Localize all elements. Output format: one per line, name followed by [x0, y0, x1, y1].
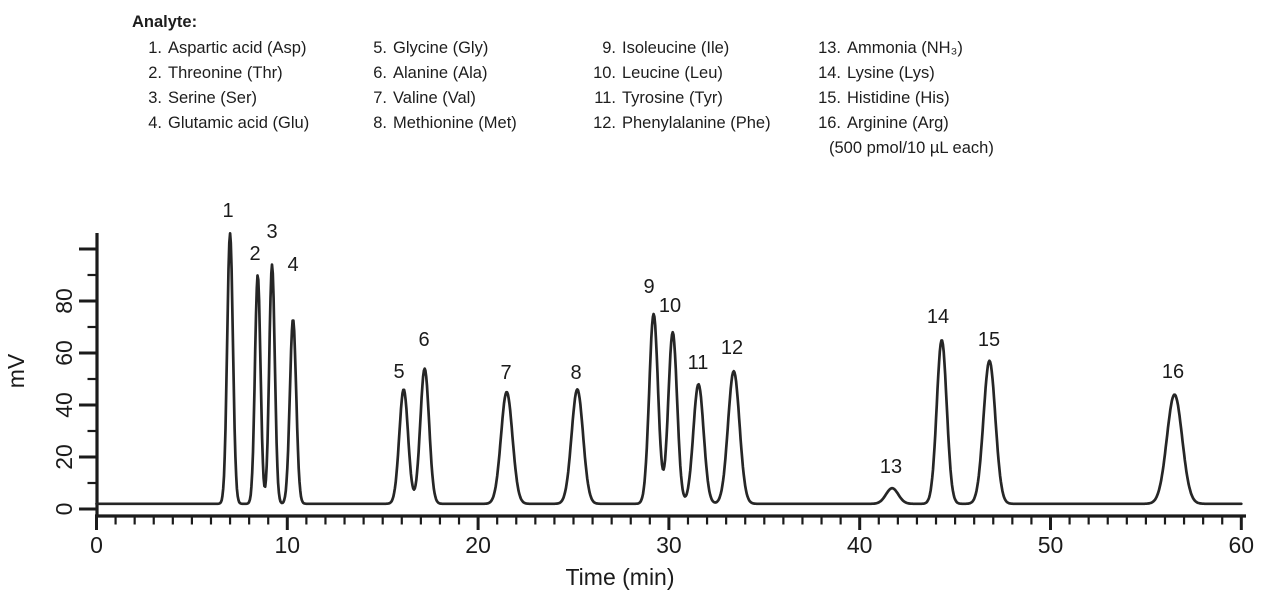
- legend-item-name: Serine (Ser): [168, 89, 257, 107]
- legend-item: 13. Ammonia (NH₃): [813, 36, 994, 61]
- legend-item-name: Valine (Val): [393, 89, 476, 107]
- legend-item-number: 5.: [373, 39, 387, 57]
- y-axis-tick-label: 40: [51, 392, 77, 418]
- legend-column: 5. Glycine (Gly) 6. Alanine (Ala) 7. Valine (…: [359, 36, 517, 136]
- peak-label: 7: [500, 362, 511, 384]
- legend-item-number: 8.: [373, 114, 387, 132]
- legend-item-number: 13.: [818, 39, 841, 57]
- legend-item: 1. Aspartic acid (Asp): [134, 36, 309, 61]
- legend-item: 12. Phenylalanine (Phe): [588, 111, 771, 136]
- legend-column: 1. Aspartic acid (Asp) 2. Threonine (Thr) 3.…: [134, 36, 309, 136]
- legend-item-number: 14.: [818, 64, 841, 82]
- peak-label: 11: [688, 352, 709, 374]
- chromatogram-trace: [95, 232, 1243, 506]
- peak-label: 10: [659, 295, 681, 317]
- legend-item: 7. Valine (Val): [359, 86, 517, 111]
- legend-item-number: 10.: [593, 64, 616, 82]
- legend-item-number: 3.: [148, 89, 162, 107]
- legend-item-name: Glutamic acid (Glu): [168, 114, 310, 132]
- y-axis-tick-label: 0: [51, 503, 77, 516]
- legend-item: 2. Threonine (Thr): [134, 61, 309, 86]
- legend-item: 15. Histidine (His): [813, 86, 994, 111]
- legend-column: 13. Ammonia (NH₃) 14. Lysine (Lys) 15. Histid…: [813, 36, 994, 161]
- legend-column: 9. Isoleucine (Ile) 10. Leucine (Leu) 11. Tyr…: [588, 36, 771, 136]
- peak-label: 2: [249, 243, 260, 265]
- legend-item: 6. Alanine (Ala): [359, 61, 517, 86]
- y-axis-title: mV: [3, 353, 29, 388]
- legend-item-name: Glycine (Gly): [393, 39, 489, 57]
- x-axis-title: Time (min): [565, 564, 674, 590]
- peak-label: 14: [927, 306, 949, 328]
- legend-item: 5. Glycine (Gly): [359, 36, 517, 61]
- x-axis-tick-label: 0: [90, 532, 103, 558]
- legend-item: 11. Tyrosine (Tyr): [588, 86, 771, 111]
- legend-item-name: Methionine (Met): [393, 114, 517, 132]
- legend-item-name: Arginine (Arg): [847, 114, 949, 132]
- legend-item-name: Lysine (Lys): [847, 64, 935, 82]
- legend-item-number: 9.: [602, 39, 616, 57]
- peak-label: 8: [570, 362, 581, 384]
- legend-item-name: Alanine (Ala): [393, 64, 488, 82]
- legend-item: 16. Arginine (Arg): [813, 111, 994, 136]
- legend-item: 3. Serine (Ser): [134, 86, 309, 111]
- legend-item-number: 7.: [373, 89, 387, 107]
- legend-item: 14. Lysine (Lys): [813, 61, 994, 86]
- legend-item: 4. Glutamic acid (Glu): [134, 111, 309, 136]
- legend-item-name: Ammonia (NH₃): [847, 39, 963, 57]
- y-axis-tick-label: 20: [51, 444, 77, 470]
- x-axis-tick-label: 40: [847, 532, 873, 558]
- y-axis-tick-label: 80: [51, 288, 77, 314]
- legend-item-name: Isoleucine (Ile): [622, 39, 730, 57]
- legend-item-name: Phenylalanine (Phe): [622, 114, 771, 132]
- analyte-legend: Analyte: 1. Aspartic acid (Asp) 2. Threonin…: [0, 0, 1280, 170]
- x-axis-tick-label: 60: [1229, 532, 1255, 558]
- y-axis-tick-label: 60: [51, 340, 77, 366]
- peak-label: 4: [287, 254, 298, 276]
- legend-item-number: 15.: [818, 89, 841, 107]
- peak-label: 5: [393, 361, 404, 383]
- legend-item-number: 12.: [593, 114, 616, 132]
- legend-item-name: Threonine (Thr): [168, 64, 283, 82]
- legend-item-name: Aspartic acid (Asp): [168, 39, 307, 57]
- peak-label: 13: [880, 456, 902, 478]
- peak-label: 9: [643, 276, 654, 298]
- x-axis-tick-label: 30: [656, 532, 682, 558]
- peak-label: 6: [418, 329, 429, 351]
- legend-item: 10. Leucine (Leu): [588, 61, 771, 86]
- peak-label: 1: [222, 200, 233, 222]
- legend-title: Analyte:: [132, 13, 198, 31]
- peak-label: 15: [978, 329, 1000, 351]
- x-axis-tick-label: 50: [1038, 532, 1064, 558]
- legend-item-number: 1.: [148, 39, 162, 57]
- legend-concentration-note: (500 pmol/10 µL each): [829, 139, 994, 157]
- legend-item: 8. Methionine (Met): [359, 111, 517, 136]
- legend-item-name: Leucine (Leu): [622, 64, 723, 82]
- x-axis-tick-label: 10: [275, 532, 301, 558]
- legend-item-number: 2.: [148, 64, 162, 82]
- legend-item-number: 16.: [818, 114, 841, 132]
- legend-item-number: 4.: [148, 114, 162, 132]
- legend-item-name: Histidine (His): [847, 89, 950, 107]
- peak-label: 16: [1162, 361, 1184, 383]
- peak-label: 3: [266, 221, 277, 243]
- legend-item-name: Tyrosine (Tyr): [622, 89, 723, 107]
- legend-item-number: 6.: [373, 64, 387, 82]
- x-axis-tick-label: 20: [465, 532, 491, 558]
- legend-item: 9. Isoleucine (Ile): [588, 36, 771, 61]
- legend-item-number: 11.: [594, 89, 616, 107]
- peak-label: 12: [721, 337, 743, 359]
